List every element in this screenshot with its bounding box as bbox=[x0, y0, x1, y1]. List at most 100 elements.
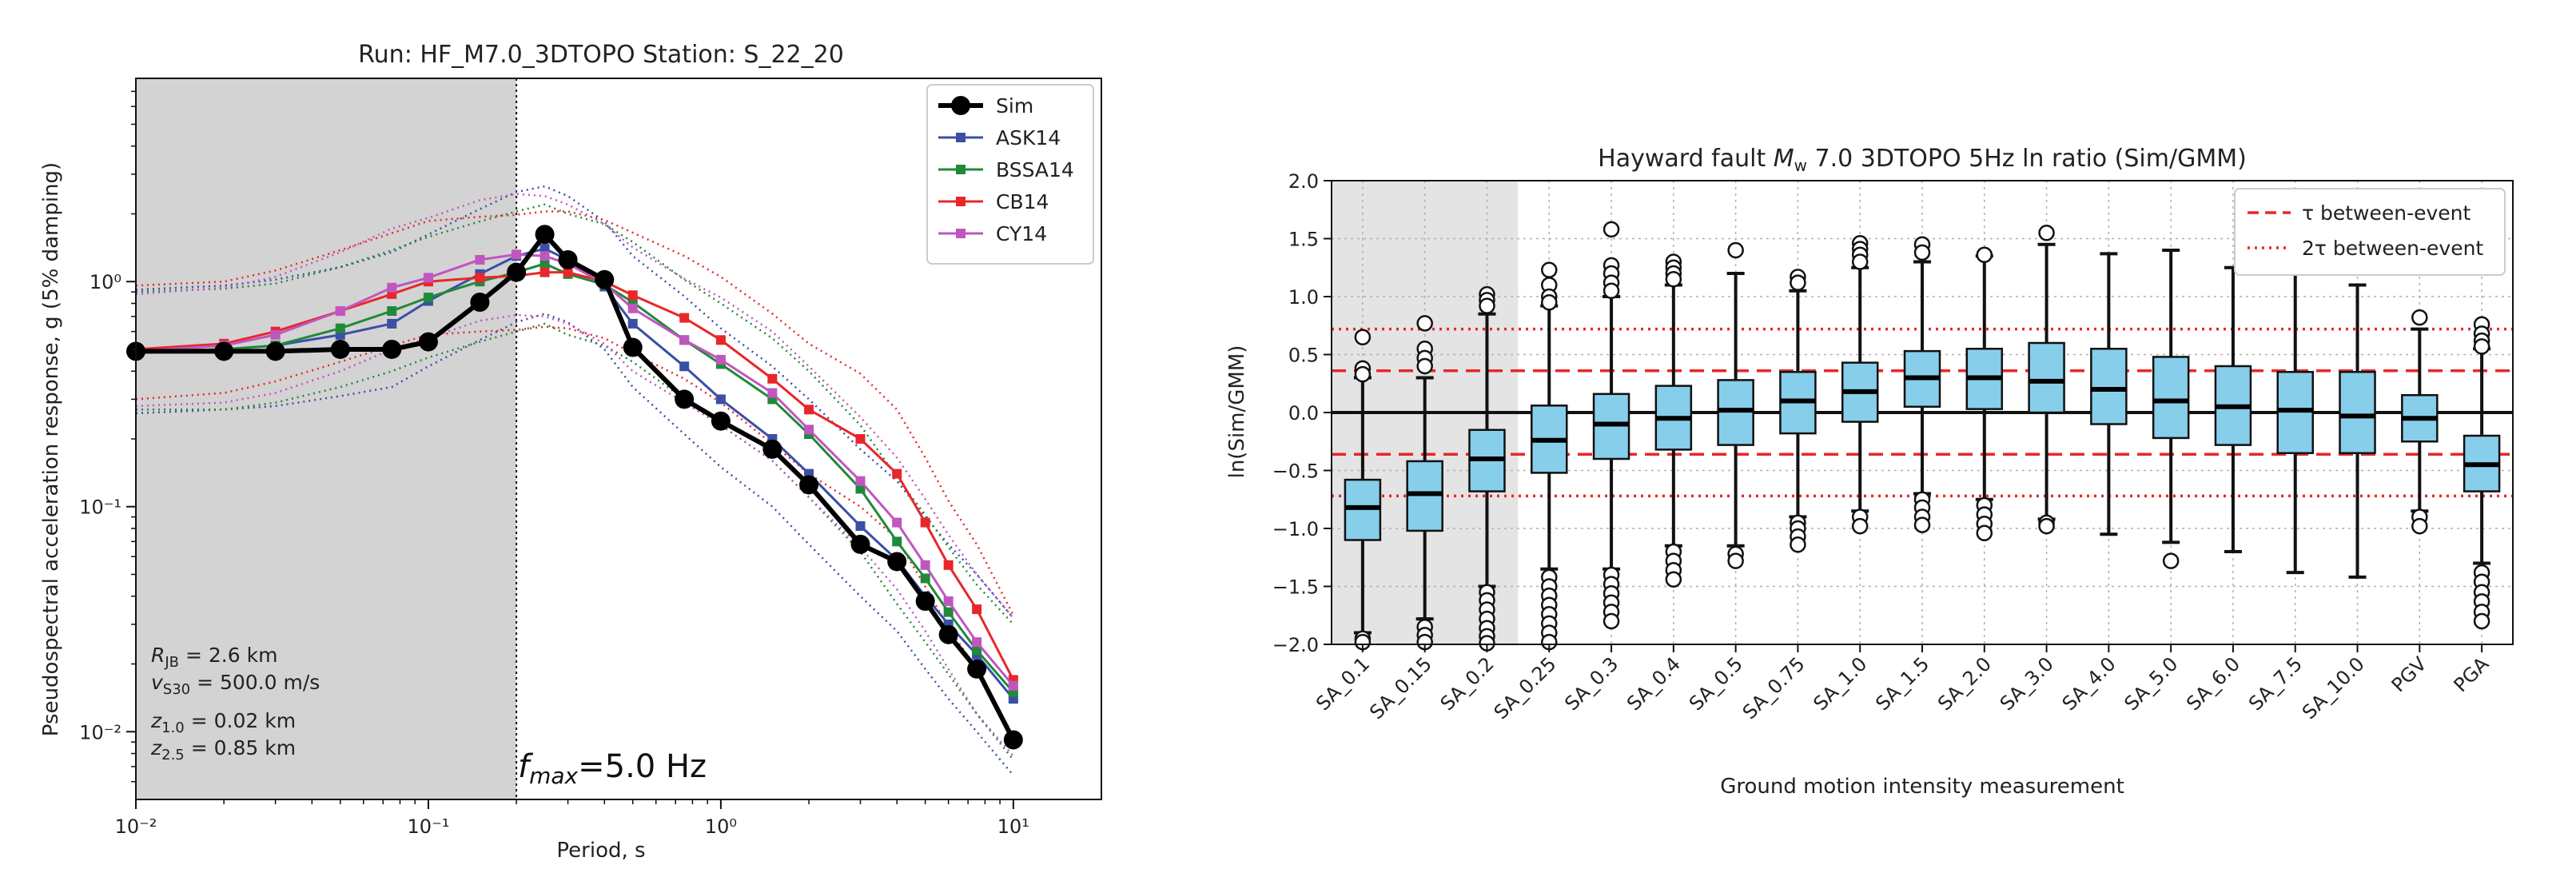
data-point-cb14 bbox=[563, 267, 573, 277]
spectrum-series bbox=[126, 225, 1023, 750]
outlier-point bbox=[1479, 297, 1495, 314]
y-tick-label: −0.5 bbox=[1272, 460, 1319, 483]
right-chart-title: Hayward fault Mw 7.0 3DTOPO 5Hz ln ratio… bbox=[1598, 145, 2247, 175]
data-point-ask14 bbox=[627, 318, 638, 329]
data-point-cb14 bbox=[855, 434, 866, 444]
x-tick-label: SA_6.0 bbox=[2182, 652, 2244, 715]
right-y-axis-label: ln(Sim/GMM) bbox=[1225, 345, 1249, 479]
data-point-sim bbox=[418, 332, 438, 352]
data-point-cy14 bbox=[972, 637, 982, 648]
box-iqr bbox=[2339, 371, 2376, 454]
annotation-z10: z1.0 = 0.02 km bbox=[150, 709, 296, 736]
data-point-sim bbox=[507, 262, 527, 282]
legend-swatch-marker bbox=[956, 197, 966, 206]
series-sim bbox=[126, 225, 1023, 750]
band-lower-1 bbox=[135, 313, 1014, 776]
outlier-point bbox=[1913, 516, 1931, 533]
data-point-sim bbox=[799, 475, 819, 495]
outlier-point bbox=[1727, 241, 1744, 259]
fmax-shaded-region bbox=[136, 78, 517, 799]
x-tick-label: SA_3.0 bbox=[1996, 652, 2058, 715]
legend-swatch-marker bbox=[956, 165, 966, 174]
y-tick-label: −1.0 bbox=[1272, 518, 1319, 540]
left-chart-title: Run: HF_M7.0_3DTOPO Station: S_22_20 bbox=[358, 41, 844, 69]
gmm-uncertainty-bands bbox=[135, 185, 1014, 776]
y-tick-label: −2.0 bbox=[1272, 634, 1319, 656]
legend-swatch-marker bbox=[956, 133, 966, 142]
data-point-cb14 bbox=[804, 405, 814, 415]
data-point-cb14 bbox=[679, 313, 690, 323]
data-point-cy14 bbox=[423, 273, 433, 283]
boxplots bbox=[1344, 221, 2501, 652]
data-point-cb14 bbox=[539, 267, 550, 277]
legend-swatch-marker bbox=[956, 229, 966, 238]
data-point-sim bbox=[915, 592, 935, 612]
outlier-point bbox=[2162, 552, 2180, 569]
legend-box bbox=[926, 84, 1094, 265]
data-point-cy14 bbox=[920, 560, 930, 570]
left-x-axis-label: Period, s bbox=[556, 839, 645, 863]
data-point-sim bbox=[595, 269, 615, 289]
data-point-bssa14 bbox=[423, 293, 433, 303]
y-tick-label: 1.0 bbox=[1288, 286, 1319, 309]
data-point-sim bbox=[558, 249, 578, 269]
box-sa_1-5 bbox=[1903, 236, 1941, 533]
x-tick-label: SA_0.3 bbox=[1560, 652, 1622, 715]
data-point-bssa14 bbox=[855, 484, 866, 494]
outlier-point bbox=[1790, 536, 1806, 553]
data-point-cy14 bbox=[892, 517, 902, 528]
legend-item-bssa14: BSSA14 bbox=[938, 158, 1074, 181]
box-sa_0-5 bbox=[1717, 241, 1754, 569]
data-point-cy14 bbox=[767, 388, 778, 398]
data-point-cy14 bbox=[804, 425, 814, 435]
box-sa_1-0 bbox=[1841, 235, 1879, 535]
data-point-cy14 bbox=[512, 249, 522, 260]
fmax-label: fmax=5.0 Hz bbox=[518, 748, 707, 789]
data-point-ask14 bbox=[715, 394, 726, 405]
outlier-point bbox=[1603, 221, 1620, 238]
data-point-cb14 bbox=[767, 373, 778, 384]
data-point-sim bbox=[1003, 730, 1023, 750]
outlier-point bbox=[2473, 612, 2490, 630]
y-tick-label: 10⁰ bbox=[90, 271, 121, 293]
data-point-sim bbox=[887, 552, 907, 572]
series-line-cb14 bbox=[135, 271, 1015, 681]
right-y-ticks: −2.0 −1.5 −1.0 −0.5 0.0 0.5 1.0 1.5 2.0 bbox=[1272, 170, 1332, 656]
x-tick-label: SA_0.25 bbox=[1490, 652, 1561, 724]
box-sa_10-0 bbox=[2339, 283, 2376, 579]
data-point-ask14 bbox=[539, 244, 550, 254]
outlier-point bbox=[1354, 365, 1372, 383]
data-point-cy14 bbox=[943, 596, 954, 607]
box-sa_4-0 bbox=[2090, 252, 2128, 536]
outlier-point bbox=[2411, 517, 2428, 535]
x-tick-label: SA_2.0 bbox=[1933, 652, 1996, 715]
data-point-cy14 bbox=[855, 476, 866, 486]
legend-item-two-tau: 2τ between-event bbox=[2248, 237, 2483, 260]
legend-swatch-marker bbox=[951, 96, 970, 115]
data-point-sim bbox=[711, 411, 731, 431]
y-tick-label: 1.5 bbox=[1288, 229, 1319, 251]
data-point-sim bbox=[214, 341, 234, 361]
box-iqr bbox=[2090, 348, 2128, 425]
y-tick-label: 0.0 bbox=[1288, 402, 1319, 425]
x-tick-label: SA_10.0 bbox=[2298, 652, 2369, 724]
data-point-cy14 bbox=[335, 306, 345, 317]
data-point-sim bbox=[938, 624, 958, 644]
data-point-cy14 bbox=[1008, 680, 1018, 691]
data-point-sim bbox=[535, 225, 555, 245]
legend-label: τ between-event bbox=[2302, 201, 2471, 225]
data-point-cy14 bbox=[679, 335, 690, 345]
box-sa_3-0 bbox=[2028, 225, 2065, 535]
box-pgv bbox=[2401, 309, 2439, 535]
annotation-rjb: RJB = 2.6 km bbox=[151, 644, 277, 671]
outlier-point bbox=[1416, 315, 1433, 332]
x-tick-label: 10¹ bbox=[997, 815, 1029, 838]
x-tick-label: SA_0.4 bbox=[1622, 652, 1685, 715]
outlier-point bbox=[1727, 552, 1744, 569]
data-point-sim bbox=[623, 337, 643, 357]
outlier-point bbox=[1790, 274, 1806, 291]
outlier-point bbox=[2038, 225, 2055, 241]
band-upper-4 bbox=[135, 193, 1014, 619]
data-point-sim bbox=[850, 534, 870, 554]
box-iqr bbox=[2028, 341, 2065, 414]
